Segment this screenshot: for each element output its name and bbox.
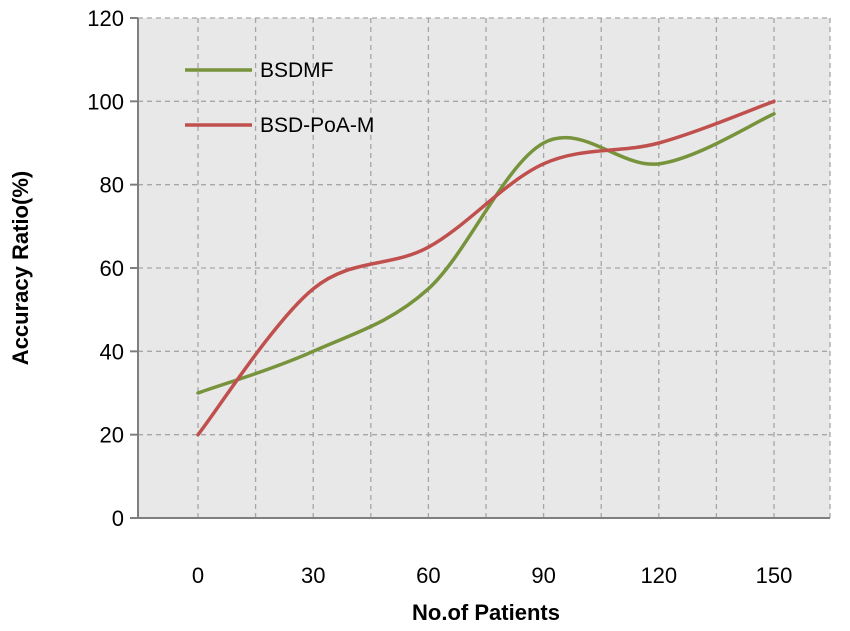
y-axis-ticks: 0 20 40 60 80 100 120 [87, 6, 138, 531]
series-lines [196, 99, 776, 437]
x-tick-label: 0 [192, 563, 204, 588]
x-tick-label: 90 [531, 563, 555, 588]
series-line-1 [196, 99, 776, 437]
legend-label: BSD-PoA-M [260, 114, 374, 137]
y-axis-title: Accuracy Ratio(%) [8, 171, 33, 365]
y-tick-label: 0 [112, 506, 124, 531]
grid-lines [138, 17, 831, 518]
x-tick-label: 30 [301, 563, 325, 588]
y-tick-label: 80 [100, 173, 124, 198]
x-tick-label: 120 [640, 563, 677, 588]
x-tick-label: 60 [416, 563, 440, 588]
legend: BSDMF BSD-PoA-M [185, 59, 374, 137]
legend-label: BSDMF [260, 59, 334, 82]
x-tick-label: 150 [756, 563, 793, 588]
y-tick-label: 40 [100, 339, 124, 364]
y-tick-label: 60 [100, 256, 124, 281]
y-tick-label: 20 [100, 423, 124, 448]
x-axis-title: No.of Patients [412, 600, 560, 625]
y-tick-label: 100 [87, 89, 124, 114]
x-axis-ticks: 0 30 60 90 120 150 [192, 563, 792, 588]
y-tick-label: 120 [87, 6, 124, 31]
series-line-0 [196, 112, 776, 395]
